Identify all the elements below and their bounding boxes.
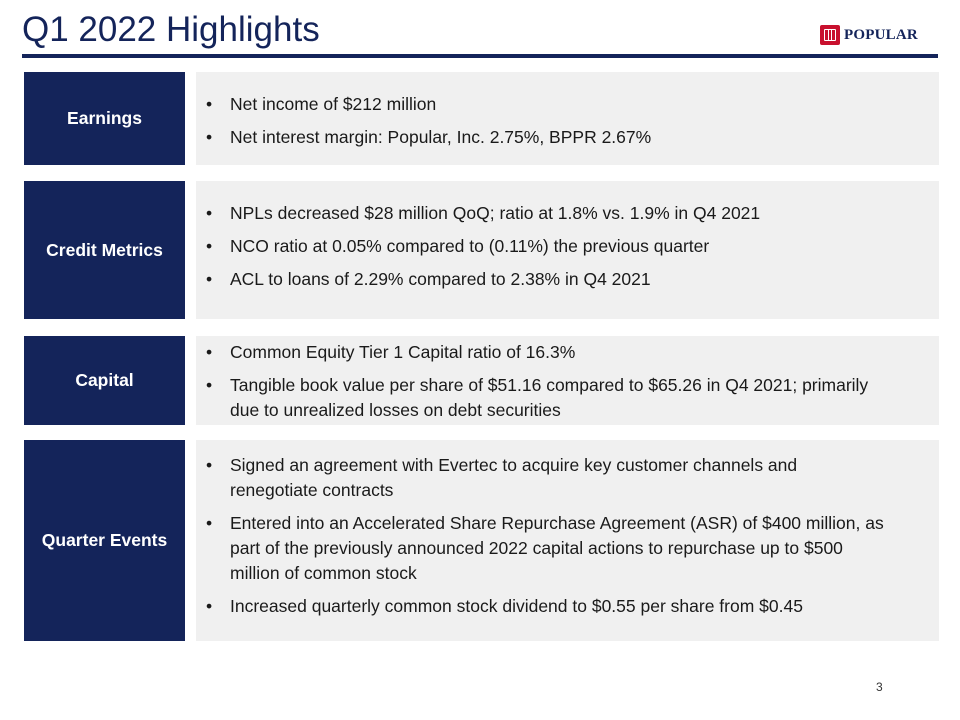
popular-logo: POPULAR <box>820 24 918 46</box>
bullet-item: Tangible book value per share of $51.16 … <box>206 373 879 423</box>
bullet-item: ACL to loans of 2.29% compared to 2.38% … <box>206 267 931 292</box>
bullet-item: NPLs decreased $28 million QoQ; ratio at… <box>206 201 931 226</box>
section-label: Capital <box>24 336 185 425</box>
section-content: Net income of $212 million Net interest … <box>196 72 939 165</box>
title-divider <box>22 54 938 58</box>
bullet-item: NCO ratio at 0.05% compared to (0.11%) t… <box>206 234 931 259</box>
section-earnings: Earnings Net income of $212 million Net … <box>24 72 939 165</box>
bullet-list: Net income of $212 million Net interest … <box>206 92 931 150</box>
section-credit-metrics: Credit Metrics NPLs decreased $28 millio… <box>24 181 939 319</box>
section-label: Quarter Events <box>24 440 185 641</box>
bullet-item: Increased quarterly common stock dividen… <box>206 594 887 619</box>
bullet-list: NPLs decreased $28 million QoQ; ratio at… <box>206 201 931 292</box>
section-content: Signed an agreement with Evertec to acqu… <box>196 440 939 641</box>
section-content: NPLs decreased $28 million QoQ; ratio at… <box>196 181 939 319</box>
section-label: Earnings <box>24 72 185 165</box>
section-content: Common Equity Tier 1 Capital ratio of 16… <box>196 336 939 425</box>
section-capital: Capital Common Equity Tier 1 Capital rat… <box>24 336 939 425</box>
bullet-list: Common Equity Tier 1 Capital ratio of 16… <box>206 340 879 423</box>
bullet-item: Net income of $212 million <box>206 92 931 117</box>
page-title: Q1 2022 Highlights <box>22 10 320 49</box>
page-number: 3 <box>876 680 883 694</box>
bullet-item: Common Equity Tier 1 Capital ratio of 16… <box>206 340 879 365</box>
section-label: Credit Metrics <box>24 181 185 319</box>
bullet-item: Signed an agreement with Evertec to acqu… <box>206 453 887 503</box>
bullet-list: Signed an agreement with Evertec to acqu… <box>206 453 887 619</box>
logo-text: POPULAR <box>844 26 918 43</box>
bullet-item: Net interest margin: Popular, Inc. 2.75%… <box>206 125 931 150</box>
popular-logo-mark-icon <box>820 25 840 45</box>
section-quarter-events: Quarter Events Signed an agreement with … <box>24 440 939 641</box>
bullet-item: Entered into an Accelerated Share Repurc… <box>206 511 887 586</box>
